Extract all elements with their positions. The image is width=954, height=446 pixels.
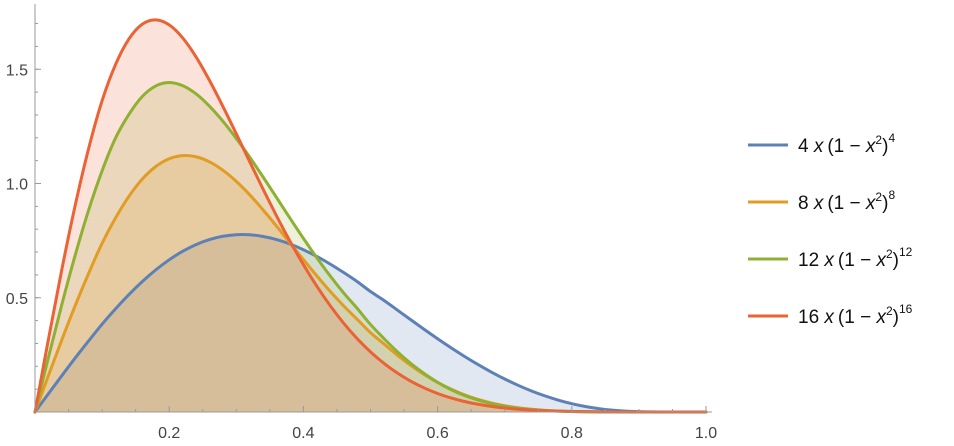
- legend-entry-3: 12 x (1 − x2)12: [748, 245, 913, 271]
- y-tick-label: 1.5: [6, 62, 28, 79]
- legend: 4 x (1 − x2)4 8 x (1 − x2)8 12 x (1 − x2)12 16…: [748, 131, 913, 328]
- series-3-area: [35, 82, 706, 413]
- x-tick-label: 0.8: [561, 425, 583, 442]
- x-tick-label: 0.6: [426, 425, 448, 442]
- legend-entry-4: 16 x (1 − x2)16: [748, 302, 913, 328]
- legend-label: 12 x (1 − x2)12: [798, 245, 913, 271]
- axes: 0.2 0.4 0.6 0.8 1.0 0.5 1.0 1.5: [6, 4, 717, 442]
- y-tick-label: 0.5: [6, 291, 28, 308]
- legend-label: 8 x (1 − x2)8: [798, 188, 895, 214]
- series-2-area: [35, 155, 706, 412]
- legend-entry-1: 4 x (1 − x2)4: [748, 131, 895, 157]
- legend-label: 4 x (1 − x2)4: [798, 131, 895, 157]
- series-1-line: [33, 233, 708, 414]
- legend-entry-2: 8 x (1 − x2)8: [748, 188, 895, 214]
- x-tick-label: 0.4: [292, 425, 314, 442]
- y-tick-label: 1.0: [6, 177, 28, 194]
- x-tick-label: 0.2: [158, 425, 180, 442]
- series-4-area: [35, 19, 706, 413]
- x-tick-label: 1.0: [695, 425, 717, 442]
- legend-label: 16 x (1 − x2)16: [798, 302, 913, 328]
